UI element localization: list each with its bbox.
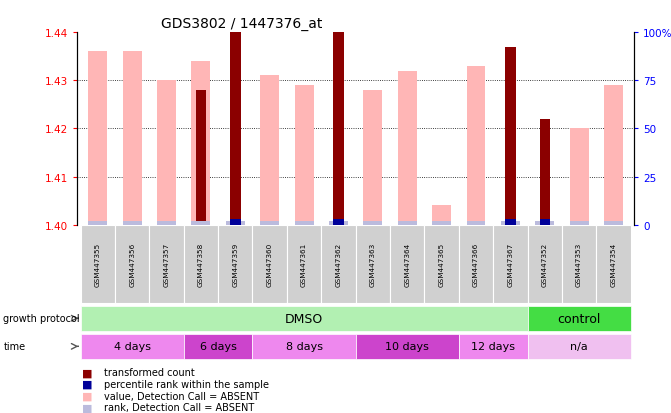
Bar <box>123 221 142 225</box>
Text: n/a: n/a <box>570 342 588 351</box>
Text: percentile rank within the sample: percentile rank within the sample <box>104 379 269 389</box>
Text: GSM447364: GSM447364 <box>404 242 410 286</box>
Bar <box>501 221 520 225</box>
Text: GSM447358: GSM447358 <box>198 242 204 286</box>
FancyBboxPatch shape <box>493 225 527 304</box>
Bar <box>505 219 515 225</box>
FancyBboxPatch shape <box>356 334 459 359</box>
Text: GSM447361: GSM447361 <box>301 242 307 286</box>
Bar <box>295 86 313 225</box>
FancyBboxPatch shape <box>252 334 356 359</box>
Text: GSM447366: GSM447366 <box>473 242 479 286</box>
Bar <box>364 221 382 225</box>
Text: ■: ■ <box>82 379 93 389</box>
FancyBboxPatch shape <box>527 225 562 304</box>
Text: 10 days: 10 days <box>385 342 429 351</box>
Bar <box>398 71 417 225</box>
Bar <box>505 47 515 225</box>
Bar <box>398 221 417 225</box>
Text: GSM447354: GSM447354 <box>611 242 617 286</box>
Bar <box>333 219 344 225</box>
Bar <box>295 221 313 225</box>
Text: GSM447362: GSM447362 <box>336 242 342 286</box>
FancyBboxPatch shape <box>527 306 631 331</box>
Bar <box>157 221 176 225</box>
FancyBboxPatch shape <box>150 225 184 304</box>
Text: GSM447356: GSM447356 <box>130 242 135 286</box>
Text: 4 days: 4 days <box>113 342 151 351</box>
Bar <box>157 81 176 225</box>
Bar <box>570 129 588 225</box>
Text: 12 days: 12 days <box>471 342 515 351</box>
Text: value, Detection Call = ABSENT: value, Detection Call = ABSENT <box>104 391 259 401</box>
Text: 8 days: 8 days <box>286 342 323 351</box>
Bar <box>466 66 485 225</box>
Text: GSM447353: GSM447353 <box>576 242 582 286</box>
Bar <box>329 221 348 225</box>
Bar <box>260 221 279 225</box>
FancyBboxPatch shape <box>81 225 115 304</box>
FancyBboxPatch shape <box>184 225 218 304</box>
FancyBboxPatch shape <box>597 225 631 304</box>
Text: GSM447363: GSM447363 <box>370 242 376 286</box>
FancyBboxPatch shape <box>356 225 390 304</box>
Text: rank, Detection Call = ABSENT: rank, Detection Call = ABSENT <box>104 402 254 412</box>
Bar <box>89 221 107 225</box>
Bar <box>535 221 554 225</box>
Text: GSM447360: GSM447360 <box>266 242 272 286</box>
FancyBboxPatch shape <box>459 334 527 359</box>
Text: GSM447359: GSM447359 <box>232 242 238 286</box>
FancyBboxPatch shape <box>287 225 321 304</box>
Text: DMSO: DMSO <box>285 312 323 325</box>
Text: control: control <box>558 312 601 325</box>
FancyBboxPatch shape <box>527 334 631 359</box>
Bar <box>196 91 206 225</box>
FancyBboxPatch shape <box>184 334 252 359</box>
Text: transformed count: transformed count <box>104 368 195 377</box>
Bar <box>432 221 451 225</box>
FancyBboxPatch shape <box>321 225 356 304</box>
Text: growth protocol: growth protocol <box>3 313 80 323</box>
FancyBboxPatch shape <box>390 225 424 304</box>
Text: GSM447365: GSM447365 <box>439 242 445 286</box>
Bar <box>604 221 623 225</box>
FancyBboxPatch shape <box>115 225 150 304</box>
Bar <box>230 219 240 225</box>
Text: GSM447357: GSM447357 <box>164 242 170 286</box>
FancyBboxPatch shape <box>424 225 459 304</box>
Bar <box>89 52 107 225</box>
Text: GSM447367: GSM447367 <box>507 242 513 286</box>
FancyBboxPatch shape <box>459 225 493 304</box>
FancyBboxPatch shape <box>81 306 527 331</box>
Bar <box>539 219 550 225</box>
Bar <box>226 221 245 225</box>
Bar <box>230 33 240 225</box>
Bar <box>604 86 623 225</box>
Bar <box>539 119 550 225</box>
Text: 6 days: 6 days <box>200 342 237 351</box>
Bar <box>123 52 142 225</box>
Bar <box>466 221 485 225</box>
Bar <box>191 221 211 225</box>
Text: ■: ■ <box>82 368 93 377</box>
Text: GSM447352: GSM447352 <box>541 242 548 286</box>
Bar <box>570 221 588 225</box>
Bar <box>333 33 344 225</box>
FancyBboxPatch shape <box>218 225 252 304</box>
Text: GDS3802 / 1447376_at: GDS3802 / 1447376_at <box>161 17 322 31</box>
FancyBboxPatch shape <box>252 225 287 304</box>
Text: time: time <box>3 342 25 351</box>
Bar <box>364 91 382 225</box>
Bar <box>260 76 279 225</box>
Bar <box>432 206 451 225</box>
Text: GSM447355: GSM447355 <box>95 242 101 286</box>
FancyBboxPatch shape <box>562 225 597 304</box>
Text: ■: ■ <box>82 402 93 412</box>
FancyBboxPatch shape <box>81 334 184 359</box>
Bar <box>191 62 211 225</box>
Text: ■: ■ <box>82 391 93 401</box>
